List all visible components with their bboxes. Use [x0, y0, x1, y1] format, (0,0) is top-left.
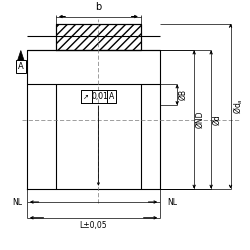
Text: ↗: ↗	[83, 94, 89, 100]
Text: L±0,05: L±0,05	[80, 222, 107, 230]
Text: NL: NL	[12, 198, 22, 206]
Text: b: b	[95, 2, 102, 12]
Text: A: A	[109, 92, 114, 101]
Text: ØND: ØND	[196, 111, 204, 128]
Text: 0,01: 0,01	[91, 92, 108, 101]
Text: A: A	[18, 62, 24, 71]
Polygon shape	[16, 50, 25, 64]
Text: ØB: ØB	[178, 89, 188, 100]
Text: Ød: Ød	[212, 114, 221, 125]
Text: NL: NL	[167, 198, 177, 206]
Bar	[56, 24, 141, 50]
Text: Ød$_a$: Ød$_a$	[232, 98, 245, 114]
